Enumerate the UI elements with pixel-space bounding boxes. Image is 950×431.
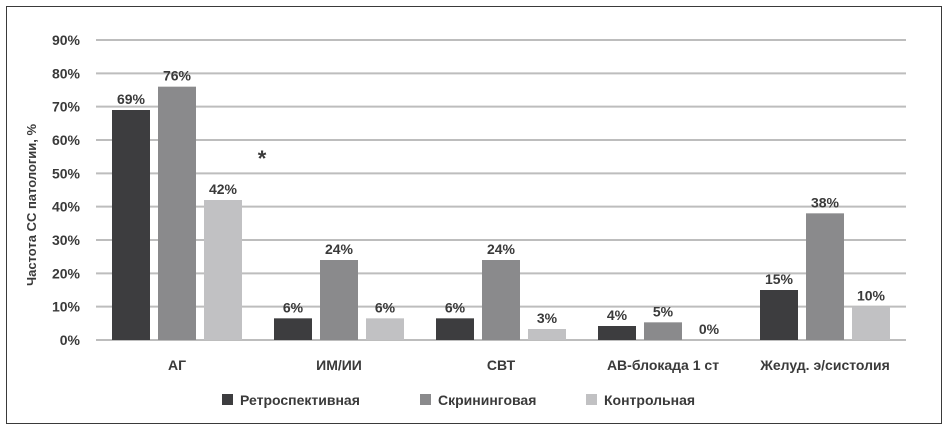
- data-label-2-2: 24%: [325, 241, 354, 257]
- data-label-2-1: 76%: [163, 68, 192, 84]
- bar-2-4: [644, 322, 682, 340]
- bar-1-1: [112, 110, 150, 340]
- y-tick-label-20: 20%: [52, 265, 81, 281]
- data-label-1-4: 4%: [607, 307, 628, 323]
- y-tick-label-80: 80%: [52, 65, 81, 81]
- bar-2-5: [806, 213, 844, 340]
- y-tick-label-70: 70%: [52, 99, 81, 115]
- data-label-3-5: 10%: [857, 288, 886, 304]
- bar-1-3: [436, 318, 474, 340]
- data-label-1-1: 69%: [117, 91, 146, 107]
- y-tick-label-0: 0%: [60, 332, 81, 348]
- data-label-1-5: 15%: [765, 271, 794, 287]
- legend-swatch-1: [222, 394, 233, 405]
- legend: Ретроспективная Скрининговая Контрольная: [222, 392, 695, 408]
- legend-label-3: Контрольная: [604, 392, 695, 408]
- category-label-3: СВТ: [487, 357, 516, 373]
- bar-3-1: [204, 200, 242, 340]
- bar-2-1: [158, 86, 196, 341]
- bars: [112, 86, 890, 341]
- y-tick-label-30: 30%: [52, 232, 81, 248]
- y-axis-label: Частота СС патологии, %: [24, 124, 39, 287]
- legend-label-1: Ретроспективная: [240, 392, 360, 408]
- y-tick-label-10: 10%: [52, 299, 81, 315]
- significance-asterisk: *: [258, 146, 267, 171]
- x-axis-categories: АГ ИМ/ИИ СВТ АВ-блокада 1 ст Желуд. э/систол…: [168, 357, 890, 373]
- bar-2-3: [482, 260, 520, 340]
- bar-1-4: [598, 326, 636, 340]
- y-tick-label-40: 40%: [52, 199, 81, 215]
- category-label-2: ИМ/ИИ: [316, 357, 362, 373]
- y-tick-label-50: 50%: [52, 165, 81, 181]
- category-label-5: Желуд. э/систолия: [759, 357, 890, 373]
- bar-3-3: [528, 329, 566, 340]
- legend-label-2: Скрининговая: [438, 392, 536, 408]
- y-tick-label-60: 60%: [52, 132, 81, 148]
- data-label-1-3: 6%: [445, 299, 466, 315]
- data-label-3-1: 42%: [209, 181, 238, 197]
- bar-3-5: [852, 306, 890, 340]
- data-label-3-2: 6%: [375, 299, 396, 315]
- bar-2-2: [320, 260, 358, 340]
- y-axis-ticks: 0% 10% 20% 30% 40% 50% 60% 70% 80% 90%: [52, 32, 81, 348]
- data-label-1-2: 6%: [283, 299, 304, 315]
- y-tick-label-90: 90%: [52, 32, 81, 48]
- legend-swatch-2: [420, 394, 431, 405]
- bar-1-5: [760, 290, 798, 340]
- bar-1-2: [274, 318, 312, 340]
- category-label-1: АГ: [168, 357, 186, 373]
- data-label-2-4: 5%: [653, 303, 674, 319]
- data-labels: 69% 76% 42% 6% 24% 6% 6% 24% 3% 4% 5% 0% 15% 38% 10%: [117, 68, 886, 337]
- data-label-3-3: 3%: [537, 310, 558, 326]
- data-label-2-5: 38%: [811, 194, 840, 210]
- bar-3-2: [366, 318, 404, 340]
- category-label-4: АВ-блокада 1 ст: [607, 357, 719, 373]
- legend-swatch-3: [586, 394, 597, 405]
- data-label-2-3: 24%: [487, 241, 516, 257]
- data-label-3-4: 0%: [699, 321, 720, 337]
